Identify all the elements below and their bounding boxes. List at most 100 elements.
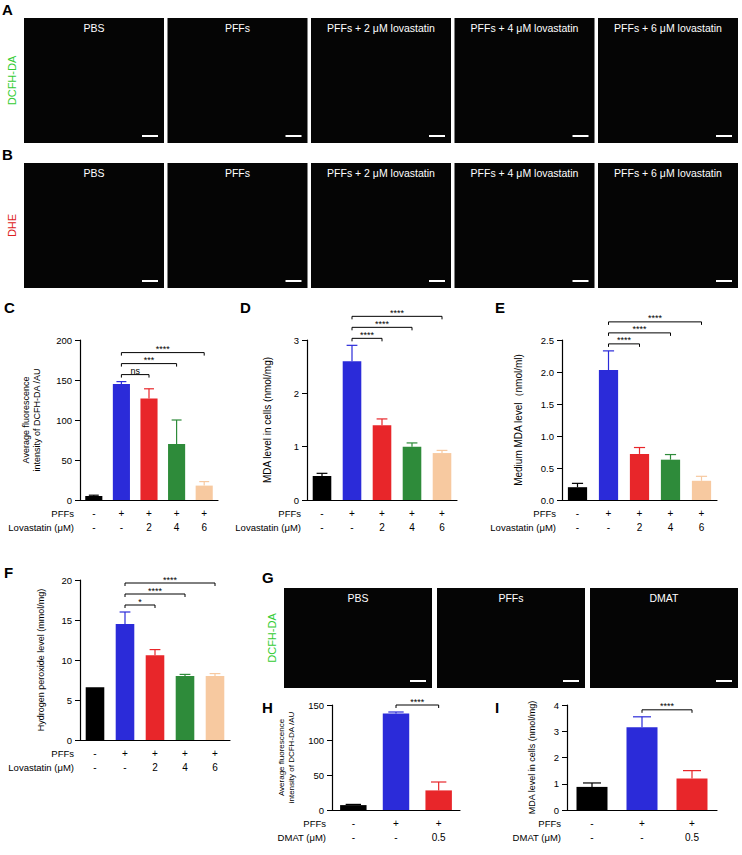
svg-text:****: **** [156, 344, 171, 354]
svg-text:Average fluorescence: Average fluorescence [277, 718, 286, 796]
svg-text:-: - [352, 832, 355, 843]
svg-text:Lovastatin (μM): Lovastatin (μM) [490, 522, 556, 533]
svg-text:DMAT: DMAT [650, 592, 680, 604]
svg-text:+: + [212, 748, 218, 759]
svg-text:150: 150 [56, 375, 72, 386]
svg-text:6: 6 [699, 522, 705, 533]
svg-text:PFFs: PFFs [538, 818, 561, 829]
svg-text:2.5: 2.5 [541, 335, 554, 346]
svg-text:****: **** [163, 575, 178, 585]
svg-text:****: **** [410, 697, 425, 707]
svg-text:Lovastatin (μM): Lovastatin (μM) [8, 522, 74, 533]
svg-text:0: 0 [294, 495, 299, 506]
svg-text:+: + [174, 508, 180, 519]
svg-text:2: 2 [379, 522, 385, 533]
svg-text:B: B [2, 146, 13, 163]
svg-text:0.0: 0.0 [541, 495, 554, 506]
svg-text:MDA level in cells (nmol/mg): MDA level in cells (nmol/mg) [262, 357, 273, 483]
svg-text:MDA level in cells (nmol/mg): MDA level in cells (nmol/mg) [527, 701, 537, 815]
svg-text:Medium MDA level（nmol/ml): Medium MDA level（nmol/ml) [513, 354, 524, 486]
svg-text:****: **** [632, 324, 647, 334]
svg-text:+: + [439, 508, 445, 519]
svg-text:-: - [590, 832, 593, 843]
svg-text:4: 4 [554, 700, 559, 711]
svg-text:-: - [93, 762, 96, 773]
svg-text:+: + [393, 818, 399, 829]
svg-text:I: I [495, 699, 499, 716]
svg-text:PFFs: PFFs [225, 167, 250, 179]
svg-text:PFFs: PFFs [278, 508, 301, 519]
svg-text:0: 0 [67, 495, 72, 506]
svg-text:F: F [4, 564, 13, 581]
svg-text:+: + [201, 508, 207, 519]
svg-text:0.5: 0.5 [432, 832, 446, 843]
svg-text:PFFs + 2 μM lovastatin: PFFs + 2 μM lovastatin [327, 167, 435, 179]
svg-text:PBS: PBS [83, 22, 104, 34]
svg-text:DMAT (μM): DMAT (μM) [278, 832, 326, 843]
svg-text:150: 150 [308, 700, 324, 711]
svg-text:D: D [240, 299, 251, 316]
svg-text:2: 2 [637, 522, 643, 533]
svg-text:+: + [639, 818, 645, 829]
svg-text:2: 2 [146, 522, 152, 533]
svg-text:6: 6 [212, 762, 218, 773]
svg-text:G: G [262, 569, 274, 586]
svg-text:****: **** [660, 701, 675, 711]
svg-text:+: + [152, 748, 158, 759]
svg-text:DCFH-DA: DCFH-DA [6, 55, 18, 105]
svg-text:-: - [93, 748, 96, 759]
svg-text:-: - [120, 522, 123, 533]
svg-text:2: 2 [554, 752, 559, 763]
svg-text:+: + [436, 818, 442, 829]
svg-text:PFFs + 4 μM lovastatin: PFFs + 4 μM lovastatin [471, 22, 579, 34]
svg-text:-: - [576, 508, 579, 519]
svg-text:100: 100 [308, 735, 324, 746]
svg-text:10: 10 [61, 655, 72, 666]
svg-text:***: *** [144, 355, 155, 365]
svg-text:3: 3 [294, 335, 299, 346]
svg-text:PFFs + 6 μM lovastatin: PFFs + 6 μM lovastatin [614, 22, 722, 34]
svg-text:-: - [123, 762, 126, 773]
svg-text:****: **** [375, 319, 390, 329]
svg-text:Lovastatin (μM): Lovastatin (μM) [8, 762, 74, 773]
svg-text:0: 0 [67, 735, 72, 746]
svg-text:4: 4 [182, 762, 188, 773]
svg-text:5: 5 [67, 695, 72, 706]
svg-text:+: + [146, 508, 152, 519]
svg-text:-: - [607, 522, 610, 533]
svg-text:PFFs: PFFs [303, 818, 326, 829]
svg-text:Hydrogen peroxide level (mmol/: Hydrogen peroxide level (mmol/mg) [36, 589, 46, 732]
svg-text:4: 4 [409, 522, 415, 533]
svg-text:+: + [637, 508, 643, 519]
svg-text:****: **** [617, 335, 632, 345]
svg-text:-: - [394, 832, 397, 843]
svg-text:intensity of DCFH-DA /AU: intensity of DCFH-DA /AU [32, 368, 42, 471]
svg-text:+: + [182, 748, 188, 759]
svg-text:****: **** [360, 330, 375, 340]
svg-text:20: 20 [61, 575, 72, 586]
svg-text:+: + [409, 508, 415, 519]
svg-text:50: 50 [313, 770, 324, 781]
svg-text:PFFs: PFFs [498, 592, 523, 604]
svg-text:PFFs: PFFs [533, 508, 556, 519]
svg-text:PFFs: PFFs [51, 508, 74, 519]
svg-text:1: 1 [554, 778, 559, 789]
svg-text:2.0: 2.0 [541, 367, 554, 378]
svg-text:+: + [668, 508, 674, 519]
svg-text:2: 2 [294, 388, 299, 399]
svg-text:+: + [689, 818, 695, 829]
svg-text:-: - [350, 522, 353, 533]
svg-text:-: - [576, 522, 579, 533]
svg-text:-: - [92, 508, 95, 519]
svg-text:PFFs: PFFs [51, 748, 74, 759]
svg-text:4: 4 [668, 522, 674, 533]
svg-text:50: 50 [61, 455, 72, 466]
svg-text:0.5: 0.5 [541, 463, 554, 474]
svg-text:PFFs: PFFs [225, 22, 250, 34]
svg-text:Average fluorescence: Average fluorescence [21, 377, 31, 464]
svg-text:1: 1 [294, 441, 299, 452]
svg-text:DMAT (μM): DMAT (μM) [513, 832, 561, 843]
svg-text:DCFH-DA: DCFH-DA [266, 613, 278, 663]
svg-text:*: * [138, 597, 142, 607]
svg-text:ns: ns [130, 366, 140, 376]
